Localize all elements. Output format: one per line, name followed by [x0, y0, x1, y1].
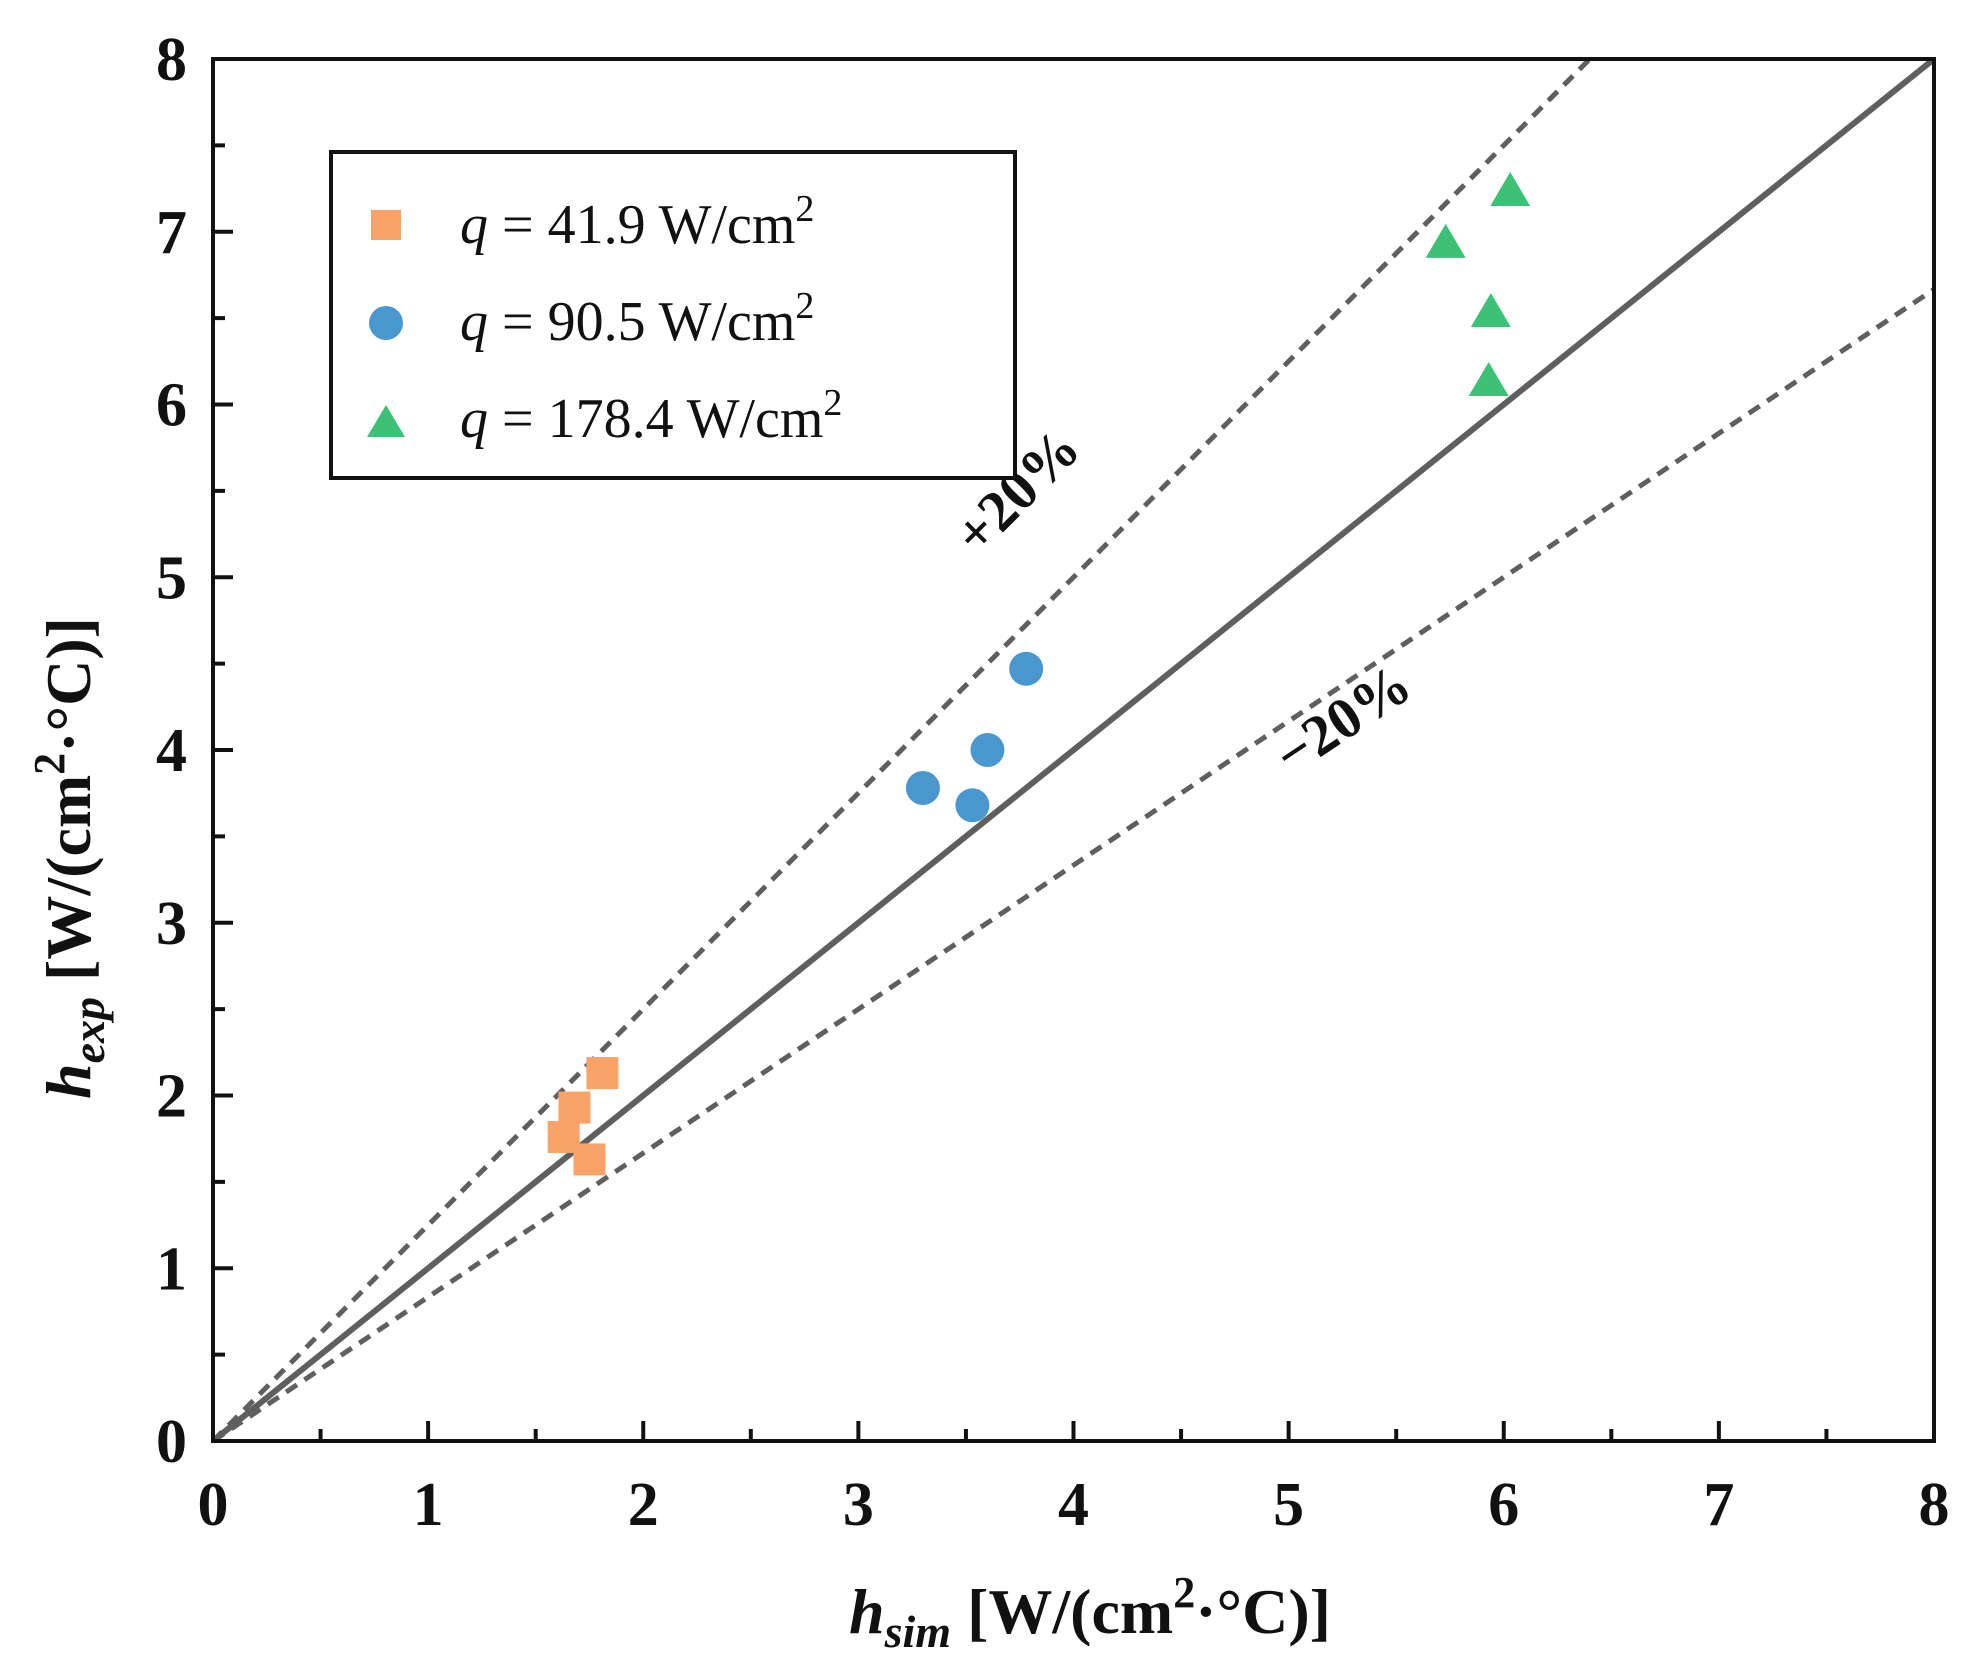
square-marker — [558, 1091, 591, 1124]
legend-entry-3-var: q — [460, 388, 488, 450]
legend-entry-2-var: q — [460, 291, 488, 353]
legend: q = 41.9 W/cm2 q = 90.5 W/cm2 q = 178.4 … — [329, 150, 1017, 480]
legend-entry-2: q = 90.5 W/cm2 — [460, 285, 814, 353]
legend-entry-1-sup: 2 — [795, 188, 814, 230]
x-axis-units-end: ·°C)] — [1195, 1576, 1331, 1647]
x-tick-label: 0 — [198, 1471, 229, 1539]
x-tick-label: 4 — [1058, 1471, 1089, 1539]
y-axis-units-end: ·°C)] — [33, 617, 104, 753]
reference-lines — [211, 56, 1936, 1444]
x-axis-units: [W/(cm — [951, 1576, 1173, 1647]
y-tick-label: 4 — [156, 717, 187, 785]
legend-entry-3-sup: 2 — [823, 382, 842, 424]
legend-entry-3-text: = 178.4 W/cm — [488, 388, 823, 450]
x-axis-title: hsim [W/(cm2·°C)] — [849, 1568, 1331, 1657]
legend-entry-2-sup: 2 — [795, 285, 814, 327]
legend-entry-1-var: q — [460, 194, 488, 256]
legend-entry-1-text: = 41.9 W/cm — [488, 194, 795, 256]
triangle-marker — [1490, 172, 1531, 207]
x-axis-units-sup: 2 — [1173, 1568, 1195, 1617]
x-tick-label: 6 — [1488, 1471, 1519, 1539]
x-axis-subscript: sim — [884, 1606, 951, 1657]
legend-entry-1: q = 41.9 W/cm2 — [460, 188, 814, 256]
square-marker — [573, 1143, 606, 1176]
x-axis-symbol: h — [849, 1576, 885, 1647]
x-tick-label: 2 — [628, 1471, 659, 1539]
y-tick-label: 6 — [156, 372, 187, 440]
circle-marker — [905, 771, 940, 806]
tick-marks — [211, 57, 1936, 1443]
square-marker — [586, 1057, 619, 1090]
x-tick-label: 7 — [1703, 1471, 1734, 1539]
y-axis-title: hexp [W/(cm2·°C)] — [25, 617, 114, 1099]
x-tick-label: 8 — [1919, 1471, 1950, 1539]
legend-circle-marker — [369, 306, 403, 340]
reference-line-minus-20 — [211, 287, 1936, 1444]
y-axis-units-sup: 2 — [25, 753, 74, 775]
y-tick-label: 5 — [156, 544, 187, 612]
y-axis-units: [W/(cm — [33, 775, 104, 997]
y-tick-label: 2 — [156, 1063, 187, 1131]
data-markers — [547, 172, 1531, 1176]
reference-line-plus-20 — [211, 57, 1592, 1443]
y-tick-label: 8 — [156, 26, 187, 94]
tick-labels: 0 1 2 3 4 5 6 7 8 0 1 2 3 4 5 6 7 8 — [156, 26, 1950, 1539]
circle-marker — [970, 733, 1005, 767]
y-tick-label: 3 — [156, 890, 187, 958]
y-tick-label: 7 — [156, 199, 187, 267]
legend-square-marker — [371, 210, 401, 240]
x-tick-label: 3 — [843, 1471, 874, 1539]
circle-marker — [1009, 651, 1044, 686]
triangle-marker — [1468, 362, 1509, 397]
y-axis-subscript: exp — [63, 997, 114, 1063]
legend-triangle-marker — [367, 405, 405, 437]
reference-line-parity — [211, 56, 1936, 1444]
x-tick-label: 5 — [1273, 1471, 1304, 1539]
legend-entry-2-text: = 90.5 W/cm — [488, 291, 795, 353]
y-axis-symbol: h — [33, 1063, 104, 1099]
x-tick-label: 1 — [413, 1471, 444, 1539]
circle-marker — [955, 788, 990, 823]
legend-entry-3: q = 178.4 W/cm2 — [460, 382, 842, 450]
triangle-marker — [1470, 292, 1511, 327]
minus-20-percent-label: −20% — [1262, 651, 1422, 788]
y-tick-label: 1 — [156, 1235, 187, 1303]
y-tick-label: 0 — [156, 1408, 187, 1476]
triangle-marker — [1425, 223, 1466, 258]
legend-frame — [329, 150, 1017, 480]
